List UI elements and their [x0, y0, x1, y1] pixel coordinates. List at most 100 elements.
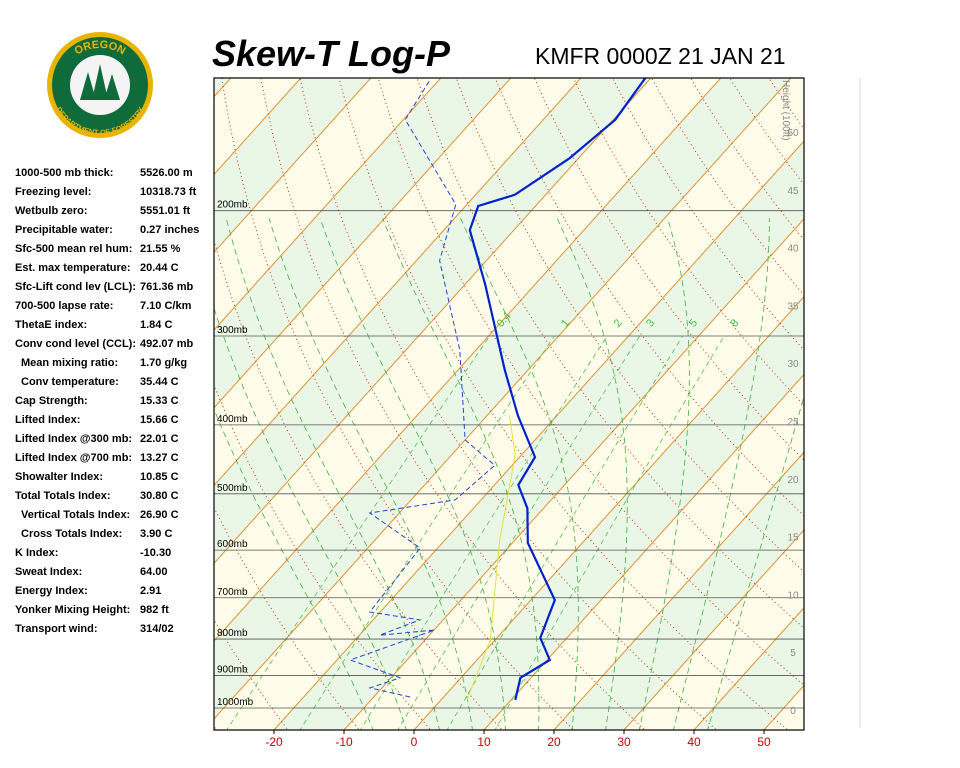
- index-value: 982 ft: [140, 604, 169, 616]
- index-value: 2.91: [140, 585, 161, 597]
- index-value: 20.44 C: [140, 262, 179, 274]
- height-tick-label: 45: [787, 186, 799, 197]
- index-value: 22.01 C: [140, 433, 179, 445]
- plot-frame: [213, 77, 805, 731]
- index-label: Yonker Mixing Height:: [15, 604, 130, 616]
- index-label: Vertical Totals Index:: [21, 509, 130, 521]
- logo-top: OREGON: [73, 39, 128, 58]
- logo: OREGON DEPARTMENT OF FORESTRY: [47, 32, 153, 138]
- index-label: Cross Totals Index:: [21, 528, 122, 540]
- index-label: Est. max temperature:: [15, 262, 131, 274]
- index-label: 700-500 lapse rate:: [15, 300, 113, 312]
- dry-adiabat: [214, 383, 432, 730]
- index-label: ThetaE index:: [15, 319, 87, 331]
- pressure-label: 600mb: [217, 539, 248, 550]
- isotherm: [834, 78, 960, 730]
- index-value: 15.66 C: [140, 414, 179, 426]
- index-value: 15.33 C: [140, 395, 179, 407]
- index-label: Lifted Index @700 mb:: [15, 452, 132, 464]
- index-value: 64.00: [140, 566, 168, 578]
- isotherm: [483, 373, 804, 730]
- isotherm: [413, 295, 804, 730]
- x-tick-label: -10: [335, 735, 353, 749]
- index-value: 1.70 g/kg: [140, 357, 187, 369]
- plot-area: [214, 66, 960, 732]
- pressure-label: 500mb: [217, 483, 248, 494]
- height-tick-label: 0: [790, 706, 796, 717]
- index-value: 30.80 C: [140, 490, 179, 502]
- x-tick-label: 50: [757, 735, 771, 749]
- index-value: 10.85 C: [140, 471, 179, 483]
- moist-adiabat: [319, 218, 506, 730]
- index-label: Precipitable water:: [15, 224, 113, 236]
- isotherm: [343, 218, 804, 730]
- pressure-label: 800mb: [217, 628, 248, 639]
- logo-trees: [80, 64, 120, 100]
- dry-adiabat: [954, 66, 960, 732]
- dry-adiabat: [214, 618, 289, 730]
- isotherm: [553, 451, 804, 730]
- moist-adiabat: [556, 218, 628, 730]
- dry-adiabat: [221, 78, 575, 730]
- dry-adiabat: [915, 66, 960, 732]
- isotherm: [214, 78, 792, 720]
- isotherm: [214, 78, 512, 409]
- moist-adiabat: [214, 306, 407, 730]
- height-tick-label: 40: [787, 244, 799, 255]
- height-tick-label: 25: [787, 417, 799, 428]
- index-value: 26.90 C: [140, 509, 179, 521]
- temperature-profile: [468, 78, 647, 701]
- title: Skew-T Log-P: [212, 33, 451, 74]
- pressure-label: 900mb: [217, 664, 248, 675]
- index-label: Transport wind:: [15, 623, 98, 635]
- index-label: Energy Index:: [15, 585, 88, 597]
- index-label: Cap Strength:: [15, 395, 88, 407]
- index-value: 21.55 %: [140, 243, 181, 255]
- mixing-ratio-line: [359, 335, 608, 730]
- index-value: 314/02: [140, 623, 174, 635]
- isotherm: [693, 607, 804, 730]
- x-tick-label: 10: [477, 735, 491, 749]
- height-tick-label: 5: [790, 648, 796, 659]
- mixing-ratio-line: [397, 335, 641, 730]
- height-tick-label: 20: [787, 475, 799, 486]
- pressure-label: 200mb: [217, 200, 248, 211]
- dry-adiabat: [838, 66, 960, 732]
- height-tick-label: 30: [787, 359, 799, 370]
- indices: 1000-500 mb thick: 5526.00 m Freezing leve…: [15, 167, 199, 635]
- pressure-label: 1000mb: [217, 697, 254, 708]
- pressure-label: 400mb: [217, 414, 248, 425]
- index-value: 492.07 mb: [140, 338, 193, 350]
- mixing-ratio-line: [299, 335, 555, 730]
- index-value: 1.84 C: [140, 319, 172, 331]
- height-tick-label: 35: [787, 301, 799, 312]
- moist-adiabat: [268, 218, 473, 730]
- dry-adiabat: [877, 66, 960, 732]
- height-tick-label: 15: [787, 533, 799, 544]
- dry-adiabat: [214, 238, 504, 730]
- isotherm: [214, 78, 442, 331]
- parcel-profile: [466, 415, 516, 701]
- isotherm: [214, 78, 372, 253]
- logo-text: OREGON: [73, 39, 128, 58]
- index-value: 5526.00 m: [140, 167, 193, 179]
- index-label: Lifted Index:: [15, 414, 80, 426]
- x-tick-label: 40: [687, 735, 701, 749]
- isotherm: [214, 78, 582, 487]
- x-tick-label: -20: [265, 735, 283, 749]
- moist-adiabat: [225, 218, 440, 730]
- index-label: Mean mixing ratio:: [21, 357, 118, 369]
- index-label: Freezing level:: [15, 186, 91, 198]
- index-label: Showalter Index:: [15, 471, 103, 483]
- isotherm: [214, 78, 722, 642]
- dry-adiabat: [338, 78, 789, 730]
- index-label: 1000-500 mb thick:: [15, 167, 113, 179]
- index-label: Conv cond level (CCL):: [15, 338, 136, 350]
- height-tick-label: 50: [787, 128, 799, 139]
- isotherm: [273, 140, 804, 730]
- height-axis-label: Height (100ft): [780, 80, 791, 141]
- index-value: 35.44 C: [140, 376, 179, 388]
- index-label: K Index:: [15, 547, 58, 559]
- moist-adiabat: [638, 218, 690, 730]
- index-value: -10.30: [140, 547, 171, 559]
